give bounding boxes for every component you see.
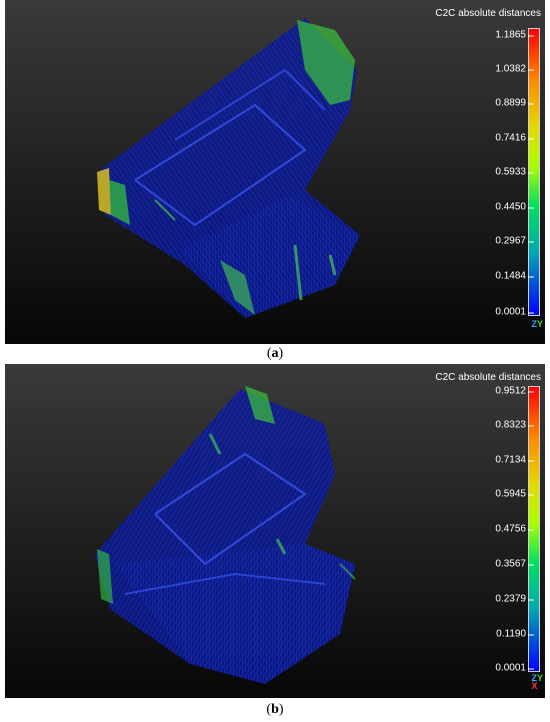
- color-scale-a: C2C absolute distances 1.1865 1.0382 0.8…: [435, 0, 545, 344]
- scale-tick: 0.1190: [496, 628, 534, 640]
- scale-title: C2C absolute distances: [435, 8, 541, 19]
- cloud-highlight-left: [97, 549, 113, 604]
- scale-tick: 0.7416: [495, 132, 534, 144]
- axis-x-label: X: [531, 681, 538, 691]
- axis-z-label: Z: [531, 673, 537, 683]
- scale-tick: 0.4756: [495, 523, 534, 535]
- cloud-edge-1: [208, 433, 222, 455]
- cloud-wing: [115, 544, 355, 684]
- scale-tick: 0.0001: [495, 662, 534, 674]
- viewport-panel-a[interactable]: C2C absolute distances 1.1865 1.0382 0.8…: [5, 0, 545, 344]
- caption-letter: b: [271, 702, 279, 717]
- scale-tick: 0.9512: [495, 385, 534, 397]
- axis-z-label: Z: [531, 319, 537, 329]
- cloud-room-lines-2: [174, 68, 326, 141]
- cloud-edge-1: [293, 244, 303, 301]
- axis-y-label: Y: [536, 319, 543, 329]
- scale-tick: 0.5945: [495, 488, 534, 500]
- cloud-edge-3: [154, 199, 176, 221]
- scale-tick: 1.0382: [495, 63, 534, 75]
- point-cloud-b[interactable]: [5, 364, 435, 698]
- scale-tick: 0.7134: [495, 454, 534, 466]
- scale-tick: 0.2379: [495, 593, 534, 605]
- scale-tick: 0.8899: [495, 97, 534, 109]
- axis-triad-icon: ZY: [531, 319, 543, 329]
- scale-tick: 0.2967: [495, 235, 534, 247]
- cloud-room-lines: [134, 103, 307, 227]
- cloud-highlight-left: [97, 168, 111, 215]
- color-scale-b: C2C absolute distances 0.9512 0.8323 0.7…: [435, 364, 545, 698]
- scale-tick: 1.1865: [495, 29, 534, 41]
- scale-tick: 0.1484: [495, 270, 534, 282]
- cloud-highlight-bottom: [220, 260, 255, 315]
- cloud-edge-2: [328, 254, 337, 276]
- scale-title: C2C absolute distances: [435, 372, 541, 383]
- point-cloud-a[interactable]: [5, 0, 435, 344]
- caption-a: (a): [266, 346, 284, 361]
- scale-tick: 0.5933: [495, 166, 534, 178]
- caption-b: (b): [266, 702, 284, 717]
- cloud-edge-2: [275, 538, 287, 555]
- axis-y-label: Y: [536, 673, 543, 683]
- cloud-highlight-left2: [109, 180, 130, 225]
- cloud-highlight-top: [297, 20, 355, 105]
- scale-tick: 0.3567: [495, 558, 534, 570]
- axis-triad-icon: ZY X: [531, 673, 543, 691]
- cloud-room-lines: [154, 452, 307, 566]
- viewport-panel-b[interactable]: C2C absolute distances 0.9512 0.8323 0.7…: [5, 364, 545, 698]
- caption-letter: a: [271, 346, 279, 361]
- cloud-wing: [180, 195, 360, 318]
- scale-tick: 0.0001: [495, 306, 534, 318]
- scale-tick: 0.4450: [495, 201, 534, 213]
- cloud-edge-3: [339, 563, 356, 580]
- cloud-room-lines-2: [124, 572, 326, 595]
- scale-tick: 0.8323: [495, 419, 534, 431]
- cloud-highlight-top: [245, 386, 275, 424]
